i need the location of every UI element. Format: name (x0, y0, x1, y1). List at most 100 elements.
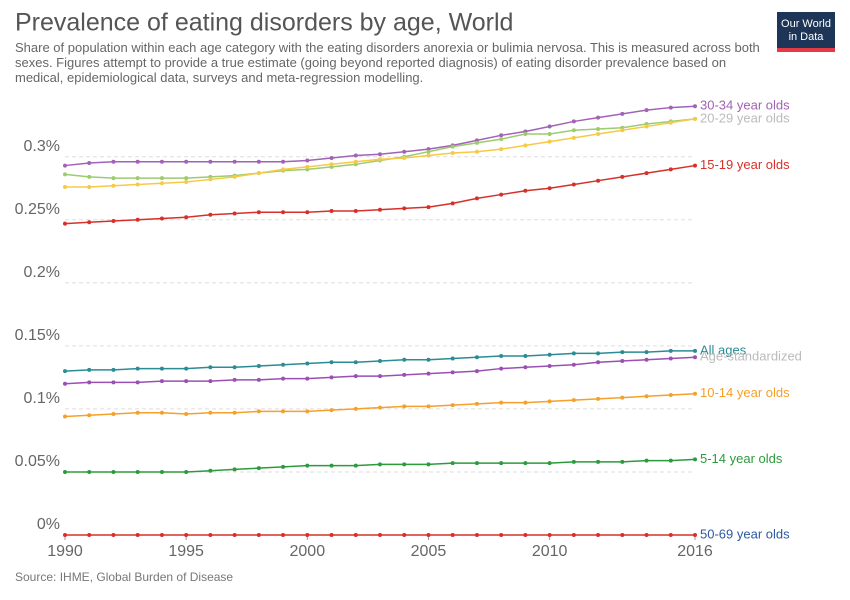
data-point (184, 366, 189, 371)
y-tick-label: 0.3% (24, 138, 60, 155)
data-point (523, 188, 528, 193)
data-point (693, 355, 697, 360)
data-point (571, 351, 576, 356)
data-point (596, 533, 601, 537)
data-point (208, 379, 213, 384)
data-point (63, 369, 67, 374)
data-point (474, 401, 479, 406)
data-point (693, 457, 697, 462)
data-point (111, 533, 116, 537)
data-point (353, 533, 358, 537)
data-point (378, 405, 382, 410)
data-point (644, 108, 649, 113)
data-point (281, 167, 286, 172)
data-point (499, 400, 504, 405)
data-point (620, 359, 625, 363)
data-point (668, 356, 673, 361)
series-label: 50-69 year olds (700, 526, 790, 541)
data-point (63, 469, 67, 474)
data-point (644, 124, 649, 129)
data-point (232, 377, 237, 382)
data-point (426, 404, 431, 409)
data-point (208, 177, 213, 182)
data-point (208, 212, 213, 217)
data-point (329, 162, 334, 167)
data-point (620, 128, 625, 133)
data-point (426, 153, 431, 158)
data-point (256, 466, 261, 471)
data-point (281, 210, 286, 215)
data-point (644, 394, 649, 399)
series-label: 15-19 year olds (700, 157, 790, 172)
data-point (256, 210, 261, 215)
data-point (111, 159, 116, 164)
logo-box (777, 12, 835, 52)
y-tick-label: 0.1% (24, 390, 60, 407)
data-point (378, 359, 382, 363)
data-point (208, 533, 213, 537)
data-point (693, 116, 697, 121)
series-label: All ages (700, 342, 747, 357)
series-label: 20-29 year olds (700, 110, 790, 125)
data-point (87, 174, 92, 179)
subtitle: Share of population within each age cate… (15, 40, 760, 85)
data-point (256, 409, 261, 414)
data-point (329, 360, 334, 365)
data-point (474, 355, 479, 360)
data-point (693, 348, 697, 353)
data-point (281, 409, 286, 414)
data-point (87, 380, 92, 385)
x-tick-label: 2005 (411, 543, 447, 560)
data-point (329, 533, 334, 537)
data-point (111, 367, 116, 372)
data-point (111, 219, 116, 224)
data-point (329, 463, 334, 468)
data-point (135, 217, 140, 222)
data-point (450, 533, 455, 537)
data-point (596, 396, 601, 401)
data-point (353, 208, 358, 213)
logo-bar (777, 48, 835, 52)
data-point (353, 463, 358, 468)
data-point (232, 211, 237, 216)
series-line (64, 164, 696, 225)
data-point (378, 462, 382, 467)
data-point (208, 365, 213, 370)
data-point (596, 351, 601, 356)
data-point (159, 379, 164, 384)
data-point (87, 413, 92, 418)
data-point (547, 124, 552, 129)
data-point (378, 152, 382, 157)
data-point (547, 132, 552, 137)
data-point (87, 533, 92, 537)
data-point (644, 357, 649, 362)
data-point (450, 370, 455, 375)
data-point (402, 149, 407, 154)
data-point (111, 183, 116, 188)
data-point (596, 132, 601, 137)
data-point (63, 533, 67, 537)
data-point (693, 163, 697, 168)
y-tick-label: 0.2% (24, 264, 60, 281)
data-point (135, 176, 140, 181)
data-point (402, 357, 407, 362)
data-point (402, 372, 407, 377)
data-point (571, 459, 576, 464)
data-point (63, 163, 67, 168)
data-point (426, 205, 431, 210)
data-point (87, 367, 92, 372)
data-point (426, 357, 431, 362)
data-point (135, 410, 140, 415)
data-point (620, 174, 625, 179)
data-point (256, 533, 261, 537)
data-point (450, 201, 455, 206)
data-point (135, 469, 140, 474)
data-point (63, 221, 67, 226)
data-point (305, 158, 310, 163)
data-point (135, 533, 140, 537)
data-point (474, 140, 479, 145)
data-point (208, 468, 213, 473)
data-point (402, 404, 407, 409)
series-label: 30-34 year olds (700, 98, 790, 113)
